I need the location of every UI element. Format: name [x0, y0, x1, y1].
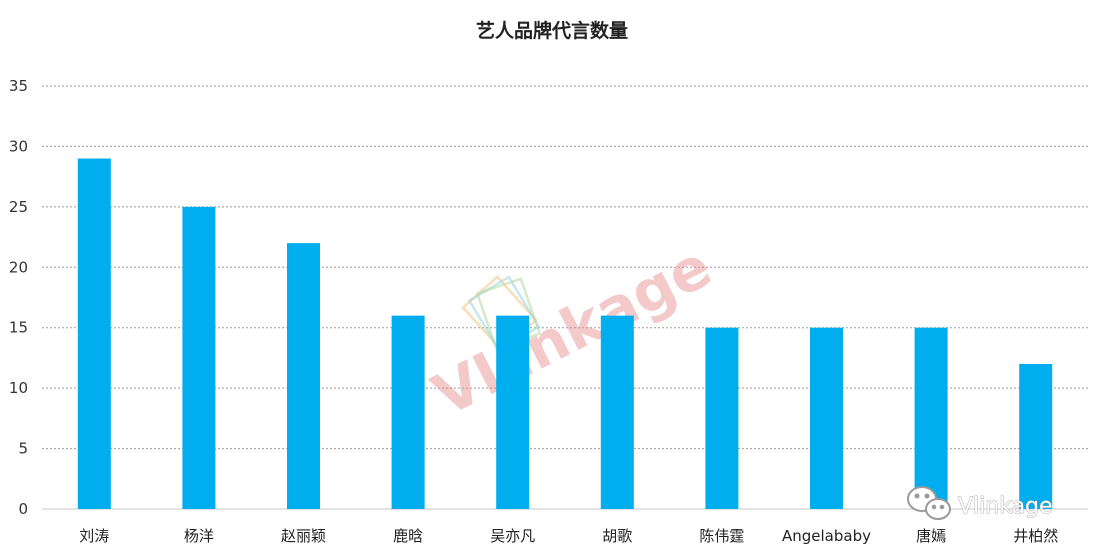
bar	[287, 243, 320, 509]
watermark-text: VLinkage	[422, 232, 722, 430]
x-tick-label: 陈伟霆	[699, 527, 744, 545]
x-tick-label: 胡歌	[602, 527, 632, 545]
wechat-icon	[907, 486, 951, 520]
x-tick-label: 赵丽颖	[281, 527, 326, 545]
brand-text: Vlinkage	[958, 494, 1053, 519]
y-tick-label: 25	[9, 198, 28, 216]
x-tick-label: 鹿晗	[393, 527, 423, 545]
bar	[600, 315, 634, 509]
x-tick-label: 井柏然	[1013, 527, 1058, 545]
brand-mark: Vlinkage	[907, 486, 1053, 520]
bar	[496, 315, 530, 509]
y-tick-label: 20	[9, 258, 28, 276]
bar	[810, 327, 843, 509]
bar	[391, 315, 425, 509]
bar	[1019, 363, 1053, 509]
x-tick-label: Angelababy	[782, 527, 871, 545]
bar	[705, 327, 739, 509]
x-tick-label: 刘涛	[79, 527, 109, 545]
y-tick-label: 5	[18, 440, 28, 458]
x-tick-label: 吴亦凡	[490, 527, 535, 545]
chart-title: 艺人品牌代言数量	[476, 19, 628, 42]
y-tick-label: 0	[18, 500, 28, 518]
bars	[77, 158, 1053, 509]
x-axis: 刘涛 杨洋 赵丽颖 鹿晗 吴亦凡 胡歌 陈伟霆 Angelababy 唐嫣 井柏然	[79, 527, 1058, 545]
watermark: VLinkage	[422, 232, 722, 430]
y-axis: 0 5 10 15 20 25 30 35	[9, 77, 28, 518]
y-tick-label: 30	[9, 137, 28, 155]
y-tick-label: 35	[9, 77, 28, 95]
bar	[77, 158, 111, 509]
bar	[182, 206, 216, 509]
bar	[914, 327, 948, 509]
y-tick-label: 10	[9, 379, 28, 397]
y-tick-label: 15	[9, 319, 28, 337]
x-tick-label: 杨洋	[184, 527, 214, 545]
x-tick-label: 唐嫣	[916, 527, 946, 545]
